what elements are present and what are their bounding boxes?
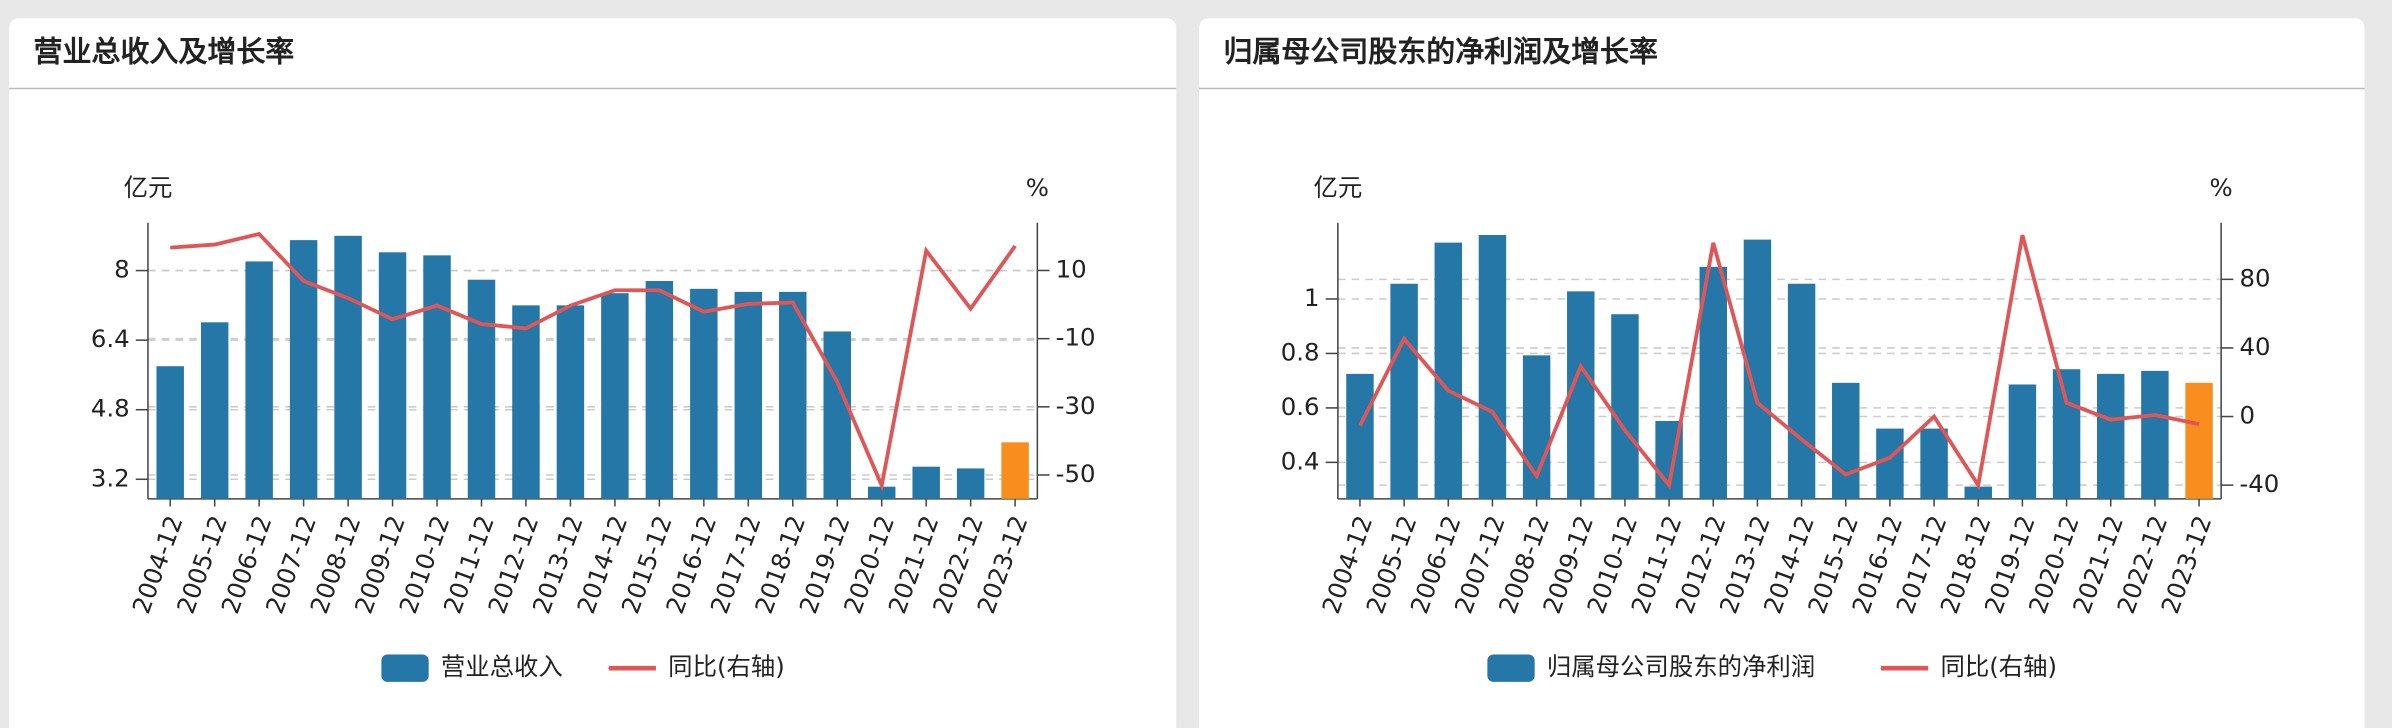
panel bbox=[1199, 18, 2365, 728]
bar bbox=[1567, 291, 1595, 499]
legend-swatch bbox=[381, 654, 429, 682]
y2-tick-label: -40 bbox=[2239, 469, 2279, 498]
panel bbox=[9, 18, 1177, 728]
y2-tick-label: -10 bbox=[1056, 323, 1096, 352]
bar bbox=[1611, 314, 1639, 499]
bar bbox=[378, 252, 407, 499]
bar bbox=[200, 322, 229, 499]
bar bbox=[245, 261, 273, 499]
y-tick-label: 6.4 bbox=[91, 324, 130, 353]
bar bbox=[1787, 283, 1816, 499]
y2-tick-label: 40 bbox=[2239, 332, 2270, 361]
bar bbox=[556, 305, 585, 499]
bar bbox=[1434, 242, 1463, 499]
y-tick-label: 1 bbox=[1304, 283, 1320, 312]
bar bbox=[1920, 428, 1948, 499]
y-tick-label: 3.2 bbox=[91, 463, 130, 492]
chart-title: 营业总收入及增长率 bbox=[34, 34, 295, 68]
bar bbox=[156, 366, 184, 499]
bar bbox=[1001, 442, 1029, 499]
bar bbox=[956, 468, 985, 499]
legend-label: 同比(右轴) bbox=[668, 652, 785, 681]
bar bbox=[734, 291, 763, 499]
bar bbox=[1832, 382, 1860, 499]
bar bbox=[1699, 266, 1727, 499]
bar bbox=[467, 279, 496, 499]
bar bbox=[2141, 370, 2169, 499]
bar bbox=[2008, 384, 2037, 499]
line bbox=[1358, 234, 2200, 491]
bar bbox=[867, 486, 896, 499]
legend-label: 营业总收入 bbox=[441, 652, 563, 681]
y2-tick-label: -50 bbox=[1056, 459, 1096, 488]
bar bbox=[1876, 428, 1904, 499]
bar bbox=[645, 281, 674, 499]
y2-tick-label: 0 bbox=[2239, 401, 2255, 430]
bar bbox=[1346, 373, 1374, 499]
y2-tick-label: -30 bbox=[1056, 391, 1096, 420]
y-tick-label: 4.8 bbox=[91, 394, 130, 423]
y-tick-label: 0.4 bbox=[1281, 446, 1320, 475]
legend-swatch bbox=[1487, 654, 1535, 682]
bar bbox=[779, 291, 807, 499]
y-unit: 亿元 bbox=[1313, 173, 1362, 202]
y2-unit: % bbox=[1026, 173, 1049, 202]
bar bbox=[1390, 283, 1418, 499]
y-tick-label: 0.8 bbox=[1281, 337, 1320, 366]
bar bbox=[2052, 369, 2081, 499]
bar bbox=[1478, 234, 1507, 499]
y-tick-label: 8 bbox=[114, 255, 130, 284]
bar bbox=[512, 305, 540, 499]
y-unit: 亿元 bbox=[124, 173, 173, 202]
bar bbox=[2097, 373, 2125, 499]
bar bbox=[912, 466, 940, 499]
legend-label: 同比(右轴) bbox=[1940, 652, 2057, 681]
y2-tick-label: 80 bbox=[2239, 263, 2270, 292]
bar bbox=[823, 331, 851, 499]
line bbox=[170, 231, 1017, 493]
bar bbox=[601, 293, 629, 499]
y2-tick-label: 10 bbox=[1056, 254, 1087, 283]
bar bbox=[2185, 382, 2213, 499]
bar bbox=[334, 235, 362, 499]
bar bbox=[423, 255, 451, 499]
y-tick-label: 0.6 bbox=[1281, 392, 1320, 421]
legend-label: 归属母公司股东的净利润 bbox=[1547, 652, 1815, 681]
y2-unit: % bbox=[2210, 173, 2233, 202]
bar bbox=[690, 288, 718, 499]
chart-title: 归属母公司股东的净利润及增长率 bbox=[1223, 34, 1658, 68]
bar bbox=[1964, 486, 1992, 499]
